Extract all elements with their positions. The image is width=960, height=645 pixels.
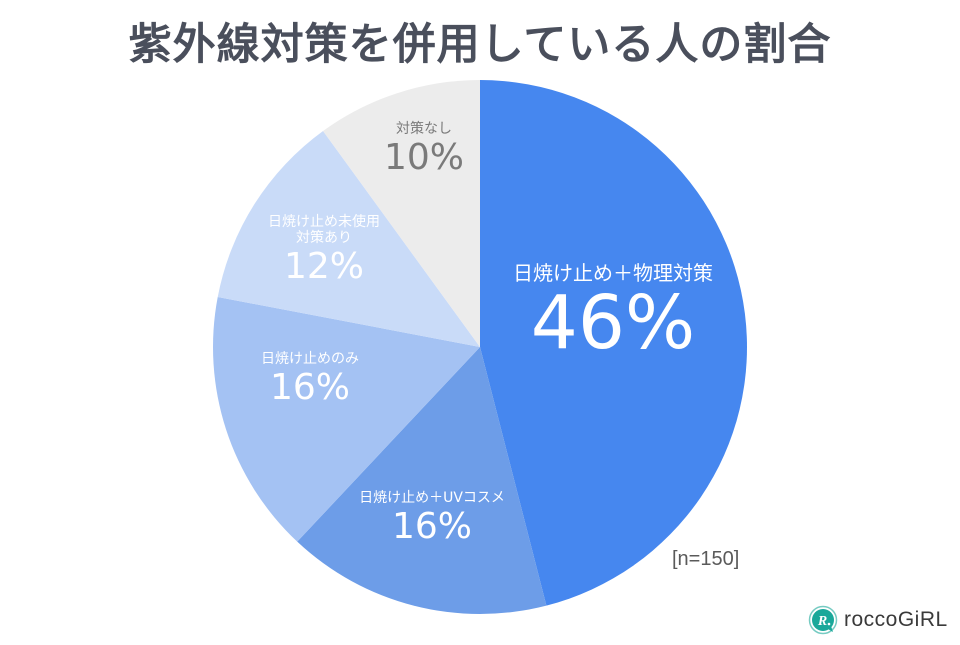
pie-slice [213,296,480,542]
slice-label-no-measures: 対策なし 10% [384,121,464,178]
slice-name: 日焼け止め＋物理対策 [513,261,713,285]
svg-text:R: R [817,614,827,629]
brand-logo: R roccoGiRL [808,605,948,635]
slice-label-sunscreen-uv-cosme: 日焼け止め＋UVコスメ 16% [359,490,505,547]
slice-name: 日焼け止め＋UVコスメ [359,490,505,506]
brand-name: roccoGiRL [844,608,948,631]
pie-slice [323,80,480,347]
chart-title: 紫外線対策を併用している人の割合 [128,20,832,70]
slice-percent: 12% [283,246,364,288]
pie-slice [297,347,547,614]
pie-slice [480,80,747,606]
slice-name: 対策なし [395,121,452,137]
rocco-girl-r-speech-bubble-icon: R [808,605,838,635]
slice-percent: 16% [269,367,350,409]
slice-percent: 16% [391,506,473,548]
sample-size-note: [n=150] [672,548,740,570]
slice-percent: 10% [383,137,465,179]
slice-label-sunscreen-only: 日焼け止めのみ 16% [261,351,359,408]
slice-name: 日焼け止め未使用 [268,214,380,230]
slice-name: 日焼け止めのみ [261,351,359,367]
slice-label-no-sunscreen-other: 日焼け止め未使用 対策あり 12% [268,214,380,288]
pie-slice [217,130,480,347]
slice-percent: 46% [530,280,696,366]
slice-label-sunscreen-physical: 日焼け止め＋物理対策 46% [513,262,713,363]
slice-name-line2: 対策あり [296,230,352,247]
